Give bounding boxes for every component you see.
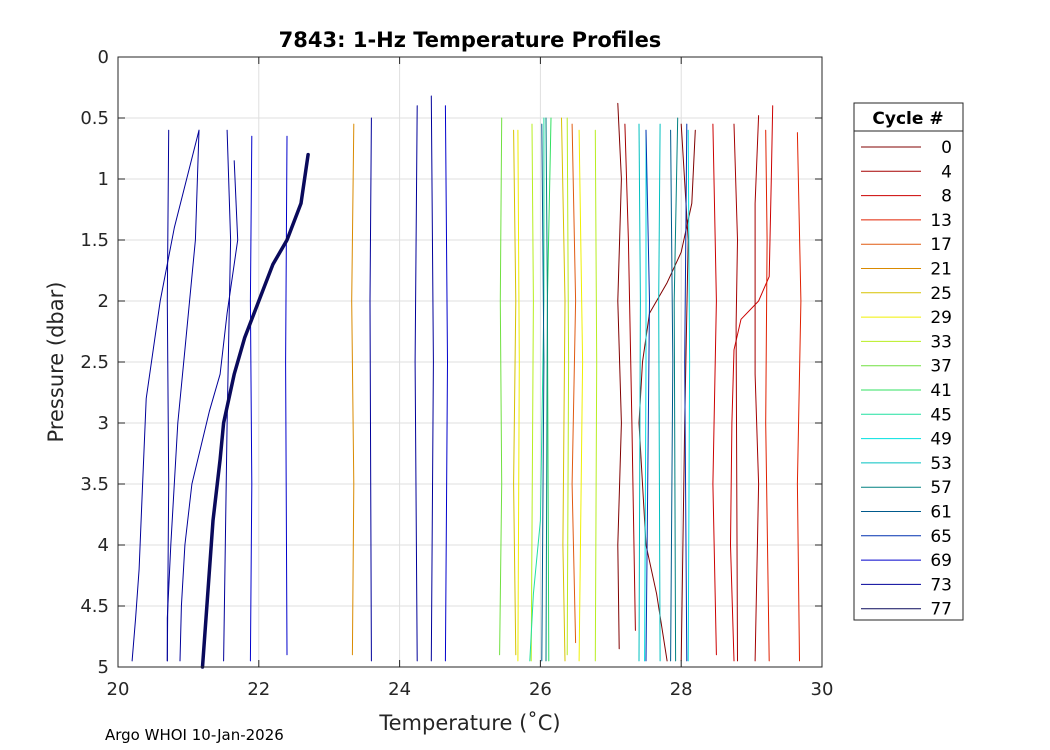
grid-lines — [118, 57, 822, 667]
y-tick-label: 3.5 — [80, 474, 109, 495]
profile-line-cycle-73 — [179, 160, 239, 662]
legend-label: 17 — [930, 235, 952, 255]
legend-label: 57 — [930, 478, 952, 498]
profile-line-cycle-53 — [658, 123, 661, 662]
profile-line-cycle-69 — [249, 135, 253, 662]
legend-label: 69 — [930, 551, 952, 571]
profile-line-cycle-4 — [733, 123, 738, 662]
profile-line-cycle-49 — [687, 129, 691, 662]
profile-line-cycle-73 — [166, 129, 200, 662]
profile-line-cycle-0 — [680, 123, 689, 662]
legend-label: 29 — [930, 308, 952, 328]
profile-line-cycle-37 — [499, 117, 503, 656]
profile-line-cycle-0 — [638, 129, 696, 662]
legend-label: 33 — [930, 332, 952, 352]
profile-line-cycle-13 — [765, 129, 770, 662]
x-tick-label: 28 — [670, 679, 693, 700]
profile-line-cycle-57 — [673, 117, 679, 662]
profile-line-cycle-29 — [578, 129, 584, 662]
profile-line-cycle-65 — [684, 123, 688, 662]
y-tick-label: 0 — [98, 47, 109, 68]
profile-line-cycle-17 — [571, 123, 577, 644]
legend-label: 73 — [930, 575, 952, 595]
profile-line-cycle-73 — [369, 117, 372, 662]
profile-line-cycle-61 — [541, 123, 545, 662]
legend-label: 53 — [930, 454, 952, 474]
profile-line-cycle-21 — [351, 123, 355, 656]
x-axis-label: Temperature (˚C) — [378, 711, 560, 735]
x-tick-label: 30 — [811, 679, 834, 700]
profile-line-cycle-49 — [644, 129, 647, 662]
x-axis-ticks: 20 22 24 26 28 30 — [107, 57, 834, 700]
y-tick-label: 4 — [98, 535, 109, 556]
profile-line-cycle-77 — [200, 152, 310, 669]
profile-line-cycle-25 — [561, 117, 566, 662]
profile-line-cycle-45 — [529, 117, 545, 662]
profile-line-cycle-73 — [131, 129, 200, 662]
legend-label: 37 — [930, 357, 952, 377]
profile-line-cycle-65 — [645, 129, 650, 662]
profile-line-cycle-8 — [712, 123, 717, 656]
profile-line-cycle-13 — [796, 132, 802, 662]
legend-label: 45 — [930, 405, 952, 425]
legend: Cycle # 0 4 8 13 17 21 25 29 33 37 41 45 49 53 57 61 65 6… — [853, 102, 964, 621]
profile-line-cycle-4 — [624, 123, 636, 631]
profile-line-cycle-73 — [166, 129, 170, 662]
legend-label: 13 — [930, 211, 952, 231]
x-tick-label: 20 — [107, 679, 130, 700]
legend-label: 0 — [941, 138, 952, 158]
profile-line-cycle-33 — [566, 117, 570, 656]
profile-line-cycle-69 — [285, 135, 288, 656]
profile-line-cycle-73 — [430, 95, 434, 662]
profile-line-cycle-73 — [414, 105, 418, 662]
profile-line-cycle-0 — [617, 102, 622, 650]
y-tick-label: 2 — [98, 291, 109, 312]
x-tick-label: 26 — [529, 679, 552, 700]
profile-line-cycle-4 — [754, 115, 760, 662]
profile-line-cycle-25 — [513, 129, 517, 656]
legend-label: 61 — [930, 503, 952, 523]
profile-line-cycle-53 — [638, 123, 641, 662]
legend-entries: 0 4 8 13 17 21 25 29 33 37 41 45 49 53 57 61 65 69 73 77 — [861, 138, 952, 620]
profile-line-cycle-57 — [545, 117, 548, 662]
legend-label: 77 — [930, 600, 952, 620]
x-tick-label: 22 — [247, 679, 270, 700]
legend-label: 49 — [930, 430, 952, 450]
profile-line-cycle-41 — [546, 117, 552, 662]
legend-box — [853, 102, 964, 621]
y-tick-label: 4.5 — [80, 596, 109, 617]
y-tick-label: 1.5 — [80, 230, 109, 251]
legend-title: Cycle # — [872, 109, 943, 129]
y-tick-label: 5 — [98, 657, 109, 678]
y-axis-ticks: 0 0.5 1 1.5 2 2.5 3 3.5 4 4.5 5 — [80, 47, 822, 678]
y-tick-label: 0.5 — [80, 108, 109, 129]
profile-series-group — [131, 95, 802, 669]
y-tick-label: 1 — [98, 169, 109, 190]
x-tick-label: 24 — [388, 679, 411, 700]
chart-title: 7843: 1-Hz Temperature Profiles — [279, 28, 662, 52]
legend-label: 4 — [941, 162, 952, 182]
footer-note: Argo WHOI 10-Jan-2026 — [105, 726, 284, 744]
legend-label: 41 — [930, 381, 952, 401]
profile-line-cycle-33 — [594, 129, 598, 662]
legend-label: 8 — [941, 187, 952, 207]
y-axis-label: Pressure (dbar) — [44, 282, 68, 443]
y-tick-label: 2.5 — [80, 352, 109, 373]
profile-line-cycle-29 — [517, 129, 520, 662]
profile-line-cycle-61 — [670, 129, 674, 662]
profile-line-cycle-33 — [530, 123, 534, 662]
legend-label: 25 — [930, 284, 952, 304]
legend-label: 21 — [930, 260, 952, 280]
profile-line-cycle-69 — [444, 105, 448, 662]
profile-line-cycle-73 — [223, 129, 232, 662]
legend-label: 65 — [930, 527, 952, 547]
y-tick-label: 3 — [98, 413, 109, 434]
profile-line-cycle-8 — [730, 105, 774, 662]
